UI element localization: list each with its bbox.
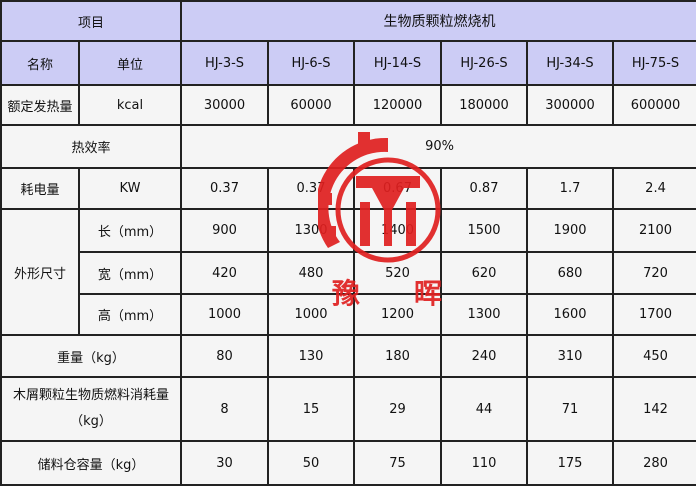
table-row: 额定发热量 kcal 30000 60000 120000 180000 300000 60…: [0, 84, 696, 126]
cell: 600000: [612, 84, 696, 126]
cell: 680: [526, 251, 615, 295]
cell: 29: [353, 376, 443, 442]
cell: 1.7: [526, 167, 615, 210]
cell: 180000: [440, 84, 529, 126]
cell: 180: [353, 334, 443, 378]
model-header: HJ-34-S: [526, 40, 615, 86]
cell: 420: [180, 251, 270, 295]
cell: 60000: [267, 84, 356, 126]
row-unit: kcal: [77, 84, 183, 126]
cell: 90%: [180, 124, 696, 169]
cell: 1500: [440, 208, 529, 253]
unit-header: 单位: [77, 40, 183, 86]
cell: 480: [267, 251, 356, 295]
cell: 1000: [180, 293, 270, 336]
model-header-row: 名称 单位 HJ-3-S HJ-6-S HJ-14-S HJ-26-S HJ-34-S HJ…: [0, 40, 696, 86]
table-row: 储料仓容量（kg） 30 50 75 110 175 280: [0, 440, 696, 486]
cell: 900: [180, 208, 270, 253]
table-row: 宽（mm） 420 480 520 620 680 720: [1, 251, 696, 295]
model-header: HJ-75-S: [612, 40, 696, 86]
model-header: HJ-3-S: [180, 40, 270, 86]
row-label: 耗电量: [0, 167, 80, 210]
row-label: 木屑颗粒生物质燃料消耗量（kg）: [0, 376, 183, 442]
cell: 240: [440, 334, 529, 378]
cell: 520: [353, 251, 443, 295]
cell: 310: [526, 334, 615, 378]
cell: 1400: [353, 208, 443, 253]
cell: 120000: [353, 84, 443, 126]
cell: 0.37: [180, 167, 270, 210]
cell: 1300: [440, 293, 529, 336]
cell: 1200: [353, 293, 443, 336]
cell: 0.67: [353, 167, 443, 210]
cell: 110: [440, 440, 529, 486]
table-row: 热效率 90%: [0, 124, 696, 169]
cell: 30: [180, 440, 270, 486]
cell: 0.37: [267, 167, 356, 210]
cell: 175: [526, 440, 615, 486]
cell: 30000: [180, 84, 270, 126]
row-unit: 长（mm）: [77, 208, 183, 253]
cell: 50: [267, 440, 356, 486]
cell: 2.4: [612, 167, 696, 210]
table-row: 耗电量 KW 0.37 0.37 0.67 0.87 1.7 2.4: [0, 167, 696, 210]
cell: 1300: [267, 208, 356, 253]
cell: 300000: [526, 84, 615, 126]
row-unit: KW: [77, 167, 183, 210]
cell: 44: [440, 376, 529, 442]
row-label: 热效率: [0, 124, 183, 169]
row-unit: 高（mm）: [77, 293, 183, 336]
cell: 71: [526, 376, 615, 442]
row-label: 外形尺寸: [0, 208, 80, 336]
cell: 1000: [267, 293, 356, 336]
cell: 450: [612, 334, 696, 378]
row-label: 额定发热量: [0, 84, 80, 126]
cell: 80: [180, 334, 270, 378]
cell: 280: [612, 440, 696, 486]
cell: 720: [612, 251, 696, 295]
cell: 0.87: [440, 167, 529, 210]
table-row: 木屑颗粒生物质燃料消耗量（kg） 8 15 29 44 71 142: [0, 376, 696, 442]
cell: 1900: [526, 208, 615, 253]
cell: 1700: [612, 293, 696, 336]
item-header: 项目: [0, 0, 183, 42]
model-header: HJ-6-S: [267, 40, 356, 86]
row-label: 储料仓容量（kg）: [0, 440, 183, 486]
product-title: 生物质颗粒燃烧机: [180, 0, 696, 42]
cell: 130: [267, 334, 356, 378]
cell: 142: [612, 376, 696, 442]
row-unit: 宽（mm）: [77, 251, 183, 295]
cell: 15: [267, 376, 356, 442]
cell: 8: [180, 376, 270, 442]
cell: 75: [353, 440, 443, 486]
cell: 1600: [526, 293, 615, 336]
model-header: HJ-14-S: [353, 40, 443, 86]
cell: 2100: [612, 208, 696, 253]
row-label: 重量（kg）: [0, 334, 183, 378]
name-header: 名称: [0, 40, 80, 86]
table-row: 外形尺寸 长（mm） 900 1300 1400 1500 1900 2100: [0, 208, 696, 336]
cell: 620: [440, 251, 529, 295]
table-row: 高（mm） 1000 1000 1200 1300 1600 1700: [1, 293, 696, 336]
model-header: HJ-26-S: [440, 40, 529, 86]
table-row: 重量（kg） 80 130 180 240 310 450: [0, 334, 696, 378]
